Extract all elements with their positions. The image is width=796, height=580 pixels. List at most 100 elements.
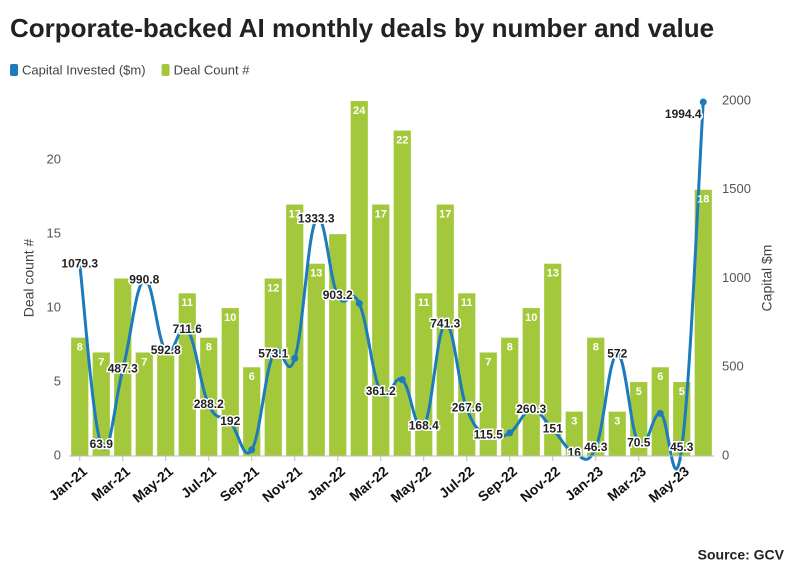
line-value-label: 192 <box>220 414 240 428</box>
bar <box>393 130 411 457</box>
x-tick-label: May-22 <box>387 463 434 506</box>
x-tick-label: Mar-22 <box>346 463 391 504</box>
bar-value-label: 8 <box>206 342 212 354</box>
bar <box>178 293 196 456</box>
chart-title: Corporate-backed AI monthly deals by num… <box>10 13 714 43</box>
line-point <box>420 422 428 430</box>
line-point <box>463 405 471 413</box>
bar-value-label: 6 <box>249 371 255 383</box>
bar-value-label: 13 <box>310 268 322 280</box>
bar-value-label: 22 <box>396 134 408 146</box>
x-tick-label: May-23 <box>645 463 692 506</box>
line-point <box>377 388 385 396</box>
bar-value-label: 18 <box>697 194 709 206</box>
bar-value-label: 6 <box>657 371 663 383</box>
bar-value-label: 17 <box>375 208 387 220</box>
line-value-label: 288.2 <box>194 397 224 411</box>
lines <box>76 98 707 471</box>
x-tick-label: Jan-21 <box>46 463 90 504</box>
bar <box>608 411 626 456</box>
legend-label: Deal Count # <box>174 62 251 77</box>
x-tick-label: Sep-21 <box>217 463 263 505</box>
bar-value-label: 11 <box>181 297 193 309</box>
bar <box>436 204 454 456</box>
y2-tick-label: 2000 <box>722 92 751 107</box>
x-tick-label: Nov-21 <box>259 463 305 505</box>
bar-value-label: 17 <box>289 208 301 220</box>
line-value-label: 711.6 <box>173 322 203 336</box>
line-point <box>355 299 363 307</box>
line-value-label: 168.4 <box>409 418 439 432</box>
bar-value-label: 7 <box>485 356 491 368</box>
labels: 1079.363.9487.3990.8592.8711.6288.219257… <box>60 105 709 461</box>
y-tick-label: 0 <box>54 447 61 462</box>
line-point <box>162 347 170 355</box>
line-value-label: 487.3 <box>108 362 138 376</box>
line-value-label: 151 <box>543 421 563 435</box>
line-point <box>678 444 686 452</box>
line-value-label: 573.1 <box>258 346 288 360</box>
legend-label: Capital Invested ($m) <box>22 62 146 77</box>
line-point <box>549 425 557 433</box>
line-point <box>226 418 234 426</box>
bar-value-label: 8 <box>77 342 83 354</box>
line-value-label: 1333.3 <box>298 212 335 226</box>
line-point <box>570 449 578 457</box>
line-value-label: 903.2 <box>323 288 353 302</box>
line-value-label: 46.3 <box>584 440 608 454</box>
bar-value-label: 10 <box>525 312 537 324</box>
line-point <box>119 366 127 374</box>
y-tick-label: 15 <box>47 226 61 241</box>
line-point <box>613 350 621 358</box>
line-value-label: 63.9 <box>90 437 114 451</box>
source: Source: GCV <box>698 547 785 563</box>
line-point <box>441 320 449 328</box>
bar <box>71 337 89 456</box>
line-point <box>312 215 320 223</box>
line-point <box>656 409 664 417</box>
bar <box>307 263 325 456</box>
x-tick-label: Mar-23 <box>604 463 649 504</box>
bar-value-label: 5 <box>636 386 642 398</box>
bar <box>501 337 519 456</box>
bar-value-label: 5 <box>679 386 685 398</box>
bar-value-label: 7 <box>141 356 147 368</box>
line-value-label: 260.3 <box>516 402 546 416</box>
bar-value-label: 7 <box>98 356 104 368</box>
bar-value-label: 10 <box>224 312 236 324</box>
line-value-label: 1994.4 <box>665 107 702 121</box>
line-point <box>269 350 277 358</box>
line-value-label: 267.6 <box>452 401 482 415</box>
line-value-label: 70.5 <box>627 436 651 450</box>
x-tick-label: Jul-22 <box>436 463 477 501</box>
bar <box>135 352 153 456</box>
line-value-label: 572 <box>607 347 627 361</box>
bar <box>350 101 368 456</box>
legend-swatch <box>161 64 170 76</box>
bar <box>479 352 497 456</box>
line-point <box>484 431 492 439</box>
bar <box>522 308 540 456</box>
bar <box>329 234 347 456</box>
y2-tick-label: 0 <box>722 447 729 462</box>
y-axis-title: Deal count # <box>21 238 37 317</box>
bar-value-label: 3 <box>571 416 577 428</box>
line-point <box>183 326 191 334</box>
bar-value-label: 11 <box>461 297 473 309</box>
line-point <box>97 441 105 449</box>
bar <box>200 337 218 456</box>
x-tick-label: Jan-23 <box>562 463 606 504</box>
bar-value-label: 8 <box>593 342 599 354</box>
bar-value-label: 17 <box>439 208 451 220</box>
line-value-label: 990.8 <box>129 272 159 286</box>
line-point <box>248 446 256 454</box>
line-point <box>527 406 535 414</box>
line-point <box>635 439 643 447</box>
bar <box>157 352 175 456</box>
x-tick-label: Mar-21 <box>88 463 133 504</box>
line-value-label: 45.3 <box>670 440 694 454</box>
line-point <box>699 98 707 106</box>
bar <box>565 411 583 456</box>
